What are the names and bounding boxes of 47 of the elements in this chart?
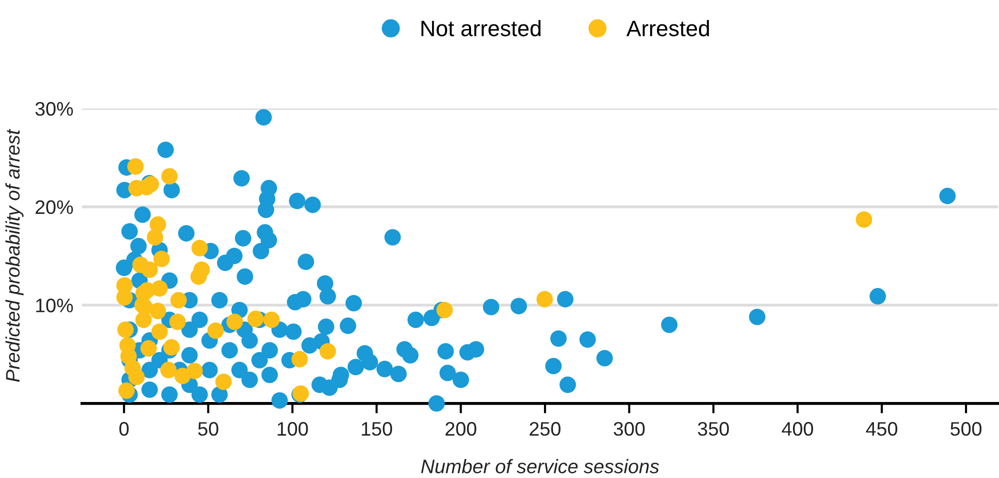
x-tick-label: 50 xyxy=(198,422,218,436)
point xyxy=(174,368,191,384)
x-tick-label: 0 xyxy=(119,422,129,436)
point xyxy=(226,314,243,330)
point xyxy=(146,229,164,246)
point xyxy=(128,368,145,386)
point xyxy=(320,343,336,360)
legend-label: Arrested xyxy=(626,20,709,36)
point xyxy=(856,211,872,228)
legend-label: Not arrested xyxy=(421,20,541,36)
y-axis-title: Predicted probability of arrest xyxy=(5,128,24,382)
point xyxy=(215,374,232,390)
point xyxy=(207,322,224,339)
x-tick-label: 150 xyxy=(362,422,392,436)
point xyxy=(127,158,144,175)
point xyxy=(536,291,553,308)
point xyxy=(116,289,133,306)
x-tick-label: 350 xyxy=(698,422,729,436)
point xyxy=(140,340,157,357)
point xyxy=(151,323,168,340)
point xyxy=(150,302,166,320)
x-tick-label: 500 xyxy=(950,422,982,436)
x-tick-label: 300 xyxy=(614,422,645,436)
point xyxy=(163,339,180,356)
x-tick-label: 100 xyxy=(278,422,308,436)
point xyxy=(161,168,178,185)
point xyxy=(170,292,187,308)
point xyxy=(191,240,208,256)
point xyxy=(117,321,134,338)
point xyxy=(263,312,280,328)
x-tick-label: 200 xyxy=(446,422,476,436)
point xyxy=(153,250,170,268)
point xyxy=(118,382,135,399)
y-tick-label: 10% xyxy=(36,298,73,312)
y-tick-label: 20% xyxy=(36,200,73,214)
point xyxy=(169,314,186,330)
point xyxy=(291,350,308,368)
x-tick-label: 250 xyxy=(530,422,560,436)
point xyxy=(247,310,264,328)
y-tick-label: 30% xyxy=(35,102,73,116)
point xyxy=(193,262,210,278)
x-tick-label: 400 xyxy=(782,422,814,436)
x-axis-title: Number of service sessions xyxy=(421,459,659,474)
point xyxy=(436,302,453,318)
point xyxy=(160,362,177,378)
point xyxy=(141,262,158,278)
x-tick-label: 450 xyxy=(866,422,898,436)
